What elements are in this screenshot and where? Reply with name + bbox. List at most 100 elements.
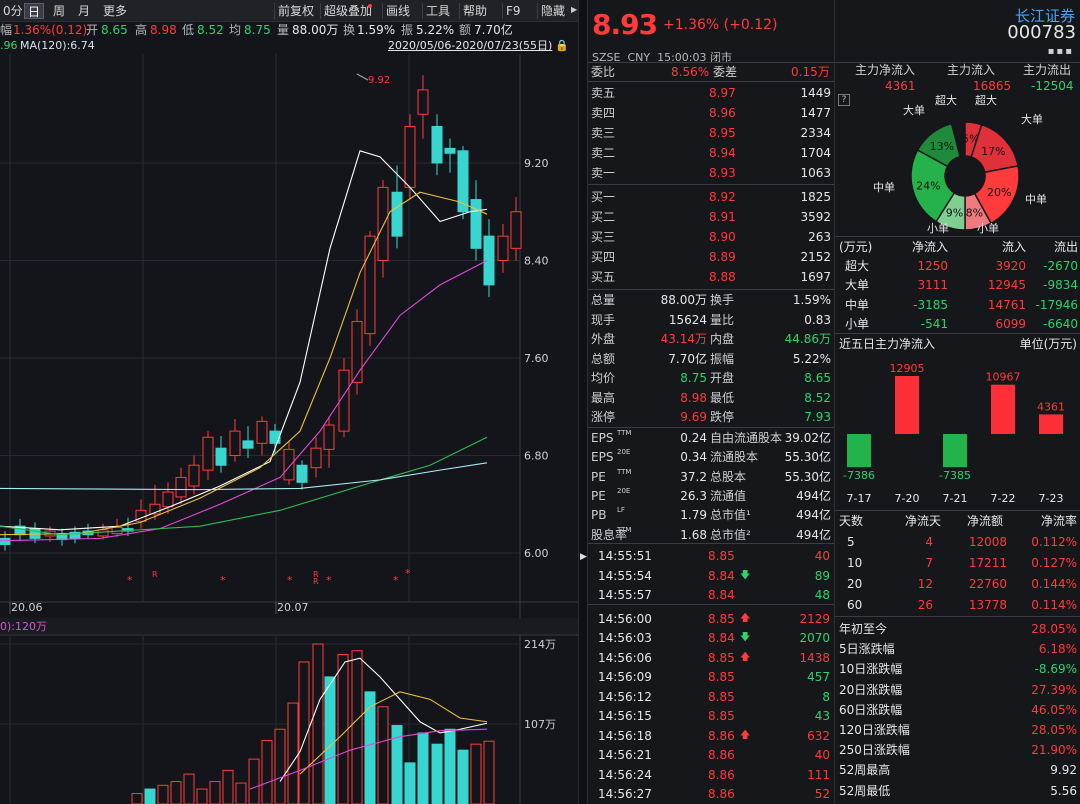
level-price: 8.92 xyxy=(709,190,736,204)
volume-bar xyxy=(404,762,416,804)
perf-label: 20日涨跌幅 xyxy=(839,682,903,697)
level-volume: 1697 xyxy=(800,270,831,284)
help-icon[interactable]: ? xyxy=(838,94,850,106)
level-price: 8.89 xyxy=(709,250,736,264)
tab-day[interactable]: 日 xyxy=(24,3,45,19)
stat-value: 8.52 xyxy=(804,390,831,405)
signal-marker: R xyxy=(313,570,319,579)
more-options-icon[interactable]: ▪▪▪ xyxy=(1047,46,1074,57)
days-cell: 0.112% xyxy=(1031,535,1077,549)
signal-marker: * xyxy=(287,574,293,587)
volume-legend: 0):120万 xyxy=(0,620,47,633)
tick-price: 8.85 xyxy=(708,650,735,665)
pie-slice xyxy=(973,165,1020,225)
ma-legend: .96 MA(120):6.74 2020/05/06-2020/07/23(5… xyxy=(0,39,569,52)
volume-bar xyxy=(157,784,169,804)
candle-body xyxy=(97,529,109,537)
days-cell: 7 xyxy=(925,556,933,570)
stat-value: 1.59% xyxy=(792,293,831,307)
level-label: 卖二 xyxy=(591,146,616,160)
flow-bar-value: -7385 xyxy=(939,469,971,482)
fund-value: 39.02亿 xyxy=(784,431,831,445)
help-button[interactable]: 帮助 xyxy=(459,3,490,19)
stat-label: 最低 xyxy=(710,390,735,405)
fundamental-row: EPS 20E 0.34 流通股本 55.30亿 xyxy=(591,447,831,467)
sell-level-row: 卖四 8.96 1477 xyxy=(591,103,831,123)
candle-body xyxy=(215,447,227,466)
stat-row: 均价 8.75 开盘 8.65 xyxy=(591,368,831,388)
tick-row: 14:55:51 8.85 40 xyxy=(598,546,830,566)
overlay-dot xyxy=(368,4,372,8)
chevron-right-icon[interactable]: ▶ xyxy=(571,5,578,14)
tick-time: 14:56:15 xyxy=(598,709,652,723)
tick-row: 14:56:24 8.86 111 xyxy=(598,765,830,785)
lock-icon[interactable]: 🔒 xyxy=(555,39,569,52)
overlay-button[interactable]: 超级叠加 xyxy=(320,3,375,19)
flow-table-head: (万元) xyxy=(839,237,1080,257)
level-volume: 263 xyxy=(808,230,831,244)
candle-body xyxy=(29,528,41,539)
stat-label: 总额 xyxy=(591,351,616,366)
draw-button[interactable]: 画线 xyxy=(382,3,413,19)
quote-meta: SZSE CNY 15:00:03 闭市 xyxy=(592,51,732,64)
flow-bar xyxy=(943,434,967,468)
days-head-cell: 净流天 xyxy=(905,514,942,528)
flow-values: 4361 16865 -12504 xyxy=(885,79,1074,93)
flow-table-row: 大单 3111 12945 -9834 xyxy=(835,275,1080,295)
tick-row: 14:55:54 8.84 🡇 89 xyxy=(598,566,830,586)
days-head-cell: 天数 xyxy=(839,514,864,528)
tick-volume: 2129 xyxy=(799,611,830,626)
y-axis-tick: 6.80 xyxy=(524,450,549,463)
buy-level-row: 买二 8.91 3592 xyxy=(591,207,831,227)
stat-value: 44.86万 xyxy=(784,332,831,346)
tab-week[interactable]: 周 xyxy=(53,4,66,18)
days-head: 净流天 xyxy=(835,511,1080,531)
tick-row: 14:56:27 8.86 52 xyxy=(598,784,830,804)
tick-row: 14:56:06 8.85 🡅 1438 xyxy=(598,648,830,668)
fund-label: 股息率 xyxy=(591,527,628,542)
tick-time: 14:56:06 xyxy=(598,650,652,665)
panel-splitter[interactable]: ▶ xyxy=(578,0,588,804)
five-day-bar-chart: -7386 7-17 12905 7-20 -7385 7-21 10967 7-22 4361… xyxy=(843,362,1065,505)
volume-bar xyxy=(261,739,273,804)
level-volume: 1704 xyxy=(800,146,831,160)
kline-chart-panel[interactable]: 0分 日 周 月 更多 前复权 超级叠加 画线 工具 帮助 F9 隐藏 ▶ 幅 … xyxy=(0,0,578,804)
fundamental-row: PE 20E 26.3 流通值 494亿 xyxy=(591,486,831,506)
flow-cell: -9834 xyxy=(1043,278,1078,293)
flow-bar xyxy=(1039,414,1063,434)
fund-value: 0.34 xyxy=(680,450,707,465)
volume-bar xyxy=(170,781,182,804)
tab-month[interactable]: 月 xyxy=(78,4,91,18)
days-cell: 20 xyxy=(847,577,863,591)
flow-row-label: 超大 xyxy=(845,259,870,273)
pie-slice xyxy=(970,123,1019,174)
tick-price: 8.84 xyxy=(708,631,735,645)
tab-minute[interactable]: 0分 xyxy=(3,4,23,18)
days-cell: 22760 xyxy=(968,577,1007,591)
pie-category-label: 中单 xyxy=(1025,193,1047,206)
candle-body xyxy=(188,464,200,487)
y-axis-tick: 8.40 xyxy=(524,255,549,268)
fund-flow-panel: 长江证券 000783 ▪▪▪ 主力净流入 主力流入 主力流出 4361 168… xyxy=(834,0,1080,804)
perf-value: 5.56 xyxy=(1050,783,1077,798)
tick-row: 14:56:00 8.85 🡅 2129 xyxy=(598,609,830,629)
flow-table-row: 小单 -541 6099 -6640 xyxy=(835,314,1080,334)
tick-time: 14:56:00 xyxy=(598,611,652,626)
perf-row: 年初至今 28.05% xyxy=(835,619,1080,639)
fund-label: PB xyxy=(591,508,607,523)
tools-button[interactable]: 工具 xyxy=(422,3,453,19)
candle-body xyxy=(175,476,187,498)
candle-body xyxy=(256,420,268,444)
signal-marker: * xyxy=(405,567,411,580)
perf-value: 21.90% xyxy=(1031,743,1077,758)
tick-price: 8.85 xyxy=(708,670,735,684)
tab-more[interactable]: 更多 xyxy=(103,4,128,18)
days-cell: 0.127% xyxy=(1031,556,1077,570)
collapse-arrow-icon[interactable]: ▶ xyxy=(580,552,587,562)
tick-price: 8.84 xyxy=(708,568,735,583)
candle-body xyxy=(202,436,214,471)
hide-button[interactable]: 隐藏 xyxy=(537,3,568,19)
adjust-button[interactable]: 前复权 xyxy=(274,3,317,19)
flow-table-row: 超大 1250 3920 -2670 xyxy=(835,256,1080,276)
f9-button[interactable]: F9 xyxy=(502,3,524,19)
